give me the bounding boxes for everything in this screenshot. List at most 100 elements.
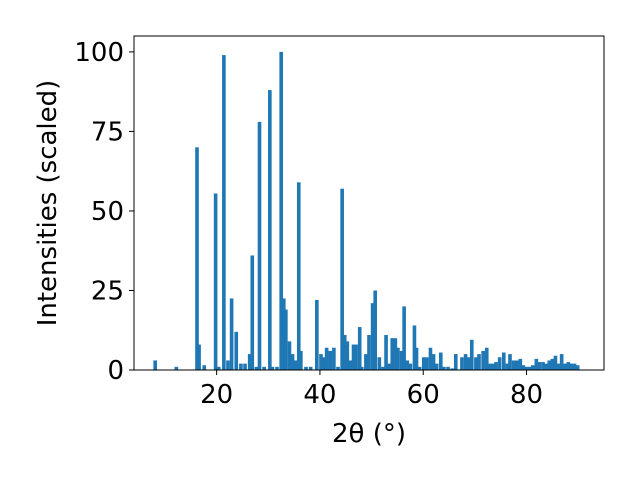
bar	[250, 255, 255, 370]
bar	[287, 341, 292, 370]
y-tick-label: 100	[74, 38, 124, 68]
bar	[153, 360, 157, 370]
bar	[357, 327, 362, 370]
bar	[354, 344, 358, 370]
bar	[275, 366, 279, 370]
x-tick-label: 60	[407, 380, 440, 410]
bar	[434, 363, 439, 370]
bar	[348, 360, 353, 370]
plot-frame	[133, 35, 605, 371]
bar	[328, 350, 333, 370]
x-tick-label: 20	[200, 380, 233, 410]
bar	[408, 363, 413, 370]
bar	[243, 363, 247, 370]
bar	[322, 357, 326, 370]
bar	[319, 354, 323, 370]
bar	[524, 366, 529, 370]
bar-series	[153, 51, 580, 371]
bar	[446, 366, 450, 370]
bar	[481, 350, 485, 370]
bar	[262, 366, 266, 370]
bar	[216, 366, 221, 370]
bar	[425, 357, 429, 370]
bar	[421, 357, 426, 370]
bar	[491, 363, 495, 370]
bar	[293, 360, 298, 370]
bar	[390, 338, 395, 370]
bar	[442, 366, 446, 370]
bar	[340, 188, 344, 370]
bar	[195, 147, 199, 370]
bar	[257, 121, 262, 370]
bar	[308, 366, 313, 370]
x-tick-label: 40	[303, 380, 336, 410]
bar	[234, 331, 239, 370]
bar	[527, 366, 532, 370]
bar	[469, 339, 474, 370]
bar	[521, 365, 526, 370]
bar	[364, 354, 368, 370]
bar	[174, 366, 179, 370]
bar	[296, 182, 301, 370]
bar	[417, 366, 422, 370]
bar	[377, 357, 382, 370]
bar	[505, 363, 510, 370]
bar	[351, 344, 356, 370]
bar	[384, 335, 388, 370]
bar	[544, 363, 548, 370]
bar	[537, 362, 542, 370]
bar	[497, 357, 502, 370]
bar	[270, 366, 275, 370]
bar	[332, 347, 336, 370]
y-tick-label: 25	[91, 276, 124, 306]
bar	[547, 360, 552, 370]
bar	[450, 368, 454, 370]
bar	[239, 363, 243, 370]
bar	[254, 366, 259, 370]
bar	[550, 358, 555, 370]
bar	[553, 355, 558, 370]
bar	[345, 341, 350, 370]
bar	[466, 357, 471, 370]
bar	[304, 366, 308, 370]
bar	[279, 51, 284, 371]
bar	[373, 290, 378, 370]
bar	[534, 358, 539, 370]
bar	[399, 350, 404, 370]
y-axis-ticks: 0 25 50 75 100	[74, 38, 134, 386]
bar	[396, 347, 400, 370]
bar	[474, 357, 478, 370]
bar	[402, 306, 406, 370]
bar	[428, 347, 433, 370]
bar	[281, 298, 286, 370]
x-axis-ticks: 20 40 60 80	[200, 370, 543, 410]
bar	[222, 55, 226, 371]
bar	[359, 366, 364, 370]
bar	[575, 365, 580, 370]
bar	[197, 344, 201, 370]
bar	[342, 335, 347, 370]
bar	[226, 360, 230, 370]
bar	[518, 358, 523, 370]
bar	[484, 347, 489, 370]
bar	[268, 90, 272, 370]
bar	[477, 354, 481, 370]
bar	[290, 354, 295, 370]
bar	[229, 298, 234, 370]
bar	[414, 347, 419, 370]
bar	[405, 360, 410, 370]
bar	[572, 363, 577, 370]
bar	[202, 365, 207, 370]
bar	[412, 325, 417, 370]
x-axis-title: 2θ (°)	[332, 419, 406, 449]
bar	[247, 354, 252, 370]
bar	[514, 360, 519, 370]
bar	[431, 354, 436, 370]
bar	[569, 363, 574, 370]
bar	[284, 309, 288, 370]
bar	[460, 357, 464, 370]
bar	[387, 363, 391, 370]
y-tick-label: 75	[91, 117, 124, 147]
bar	[563, 363, 568, 370]
bar	[336, 366, 340, 370]
